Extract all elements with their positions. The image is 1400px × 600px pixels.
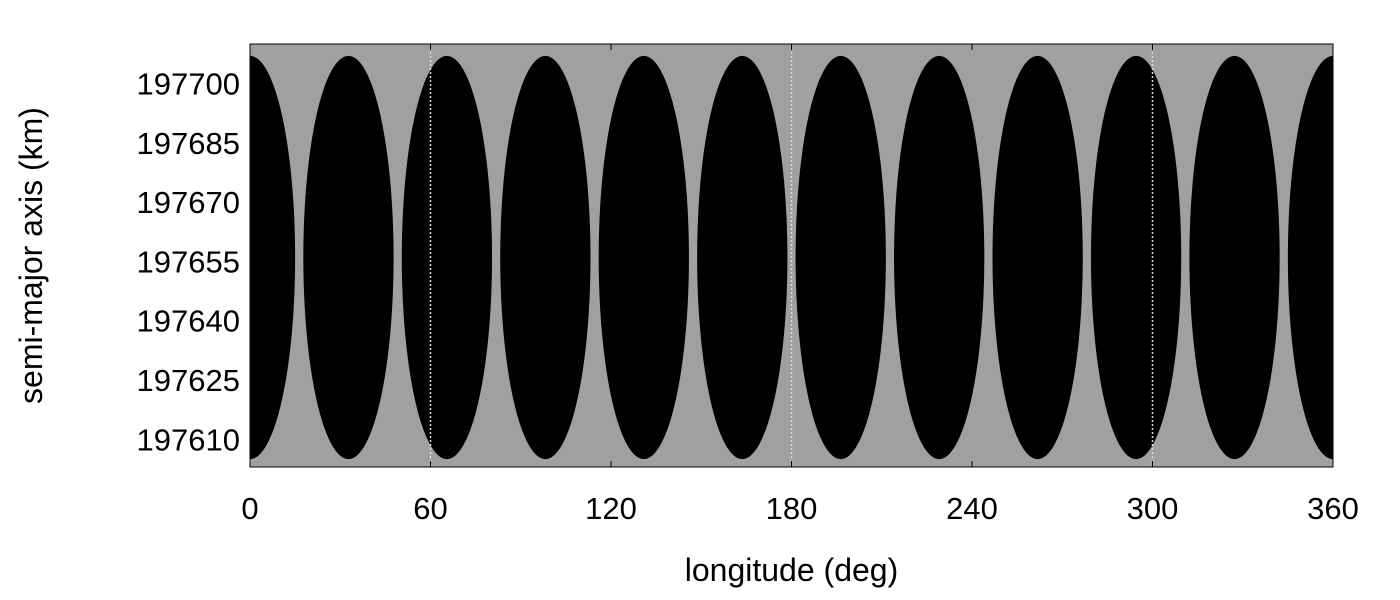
x-tick-label: 120 — [585, 491, 637, 526]
y-tick-label: 197625 — [137, 363, 240, 398]
libration-regions — [250, 55, 1333, 460]
y-tick-label: 197670 — [137, 185, 240, 220]
y-axis-label: semi-major axis (km) — [13, 107, 49, 404]
libration-region — [500, 55, 591, 460]
x-tick-label: 180 — [766, 491, 818, 526]
y-tick-label: 197700 — [137, 67, 240, 102]
x-tick-label: 240 — [946, 491, 998, 526]
libration-region — [1189, 55, 1280, 460]
libration-region — [894, 55, 985, 460]
libration-region — [697, 55, 788, 460]
libration-region — [795, 55, 886, 460]
x-tick-label: 300 — [1127, 491, 1179, 526]
x-tick-label: 0 — [241, 491, 258, 526]
libration-region — [598, 55, 689, 460]
y-axis-ticks: 197610 197625 197640 197655 197670 197685 1977… — [137, 67, 1333, 457]
libration-region — [1287, 55, 1333, 460]
libration-region — [303, 55, 394, 460]
y-tick-label: 197655 — [137, 244, 240, 279]
libration-region — [250, 55, 296, 460]
divider-lines — [429, 44, 1154, 467]
plot-area — [250, 44, 1333, 467]
x-axis-label: longitude (deg) — [685, 552, 898, 588]
libration-region — [401, 55, 493, 460]
x-axis-ticks: 0 60 120 180 240 300 360 — [241, 44, 1359, 526]
y-tick-label: 197640 — [137, 304, 240, 339]
libration-region — [992, 55, 1083, 460]
x-tick-label: 60 — [413, 491, 447, 526]
libration-region — [1090, 55, 1182, 460]
x-tick-label: 360 — [1307, 491, 1359, 526]
y-tick-label: 197610 — [137, 422, 240, 457]
y-tick-label: 197685 — [137, 126, 240, 161]
